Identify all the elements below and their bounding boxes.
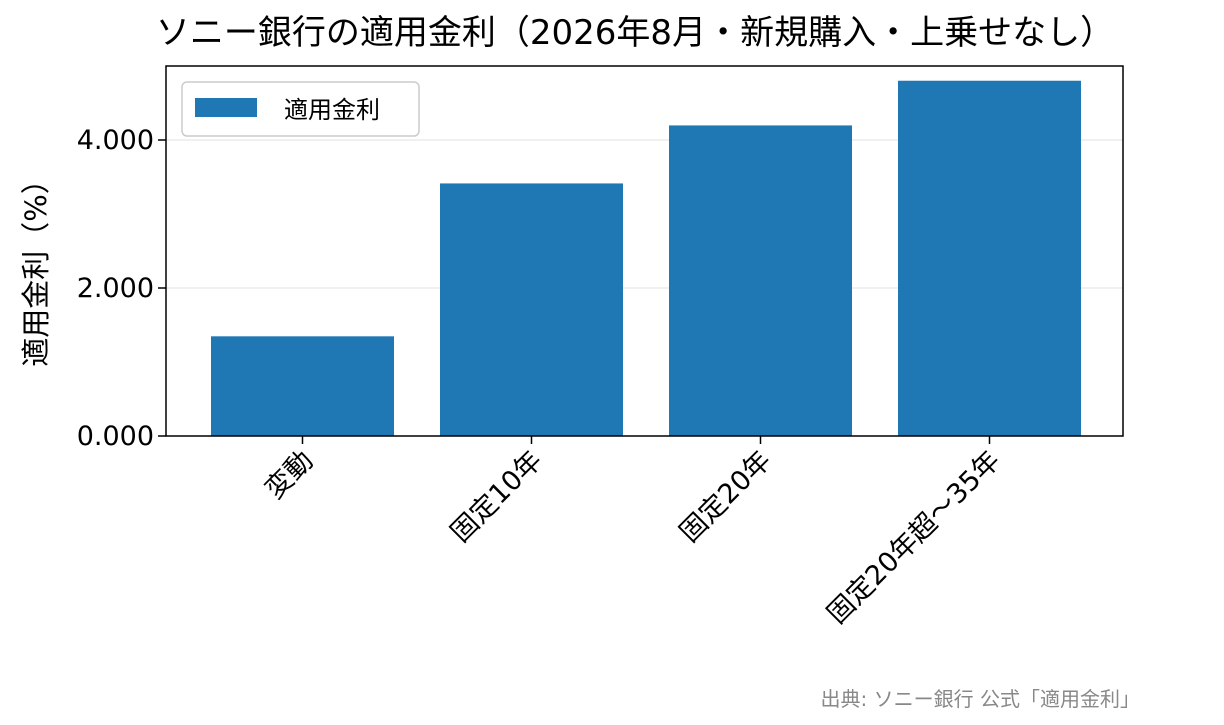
- plot-frame: [165, 65, 1124, 437]
- x-tick-label: 固定20年超～35年: [821, 445, 1006, 630]
- bar: [898, 80, 1081, 436]
- chart-title: ソニー銀行の適用金利（2026年8月・新規購入・上乗せなし）: [156, 13, 1114, 53]
- x-tick-label: 変動: [259, 445, 319, 505]
- legend-box: [181, 81, 420, 137]
- legend: 適用金利: [181, 81, 420, 137]
- bar: [440, 183, 623, 436]
- bars: [211, 80, 1081, 436]
- y-tick-label: 0.000: [77, 421, 154, 452]
- legend-label: 適用金利: [284, 96, 380, 124]
- x-tick-label: 固定20年: [674, 445, 777, 548]
- y-axis-ticks: 0.000 2.000 4.000: [77, 125, 166, 452]
- y-tick-label: 2.000: [77, 273, 154, 304]
- y-axis-label: 適用金利（%）: [19, 165, 53, 367]
- bar: [669, 125, 852, 436]
- legend-swatch: [195, 98, 257, 117]
- x-tick-label: 固定10年: [445, 445, 548, 548]
- x-axis-ticks: 変動 固定10年 固定20年 固定20年超～35年: [259, 436, 1006, 630]
- bar: [211, 336, 394, 436]
- source-note: 出典: ソニー銀行 公式「適用金利」: [821, 687, 1140, 711]
- y-tick-label: 4.000: [77, 125, 154, 156]
